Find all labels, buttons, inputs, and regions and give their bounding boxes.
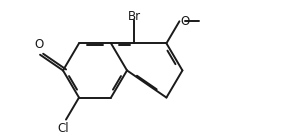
Text: O: O: [34, 38, 43, 51]
Text: Br: Br: [128, 10, 141, 22]
Text: Cl: Cl: [57, 122, 69, 135]
Text: O: O: [181, 15, 190, 28]
